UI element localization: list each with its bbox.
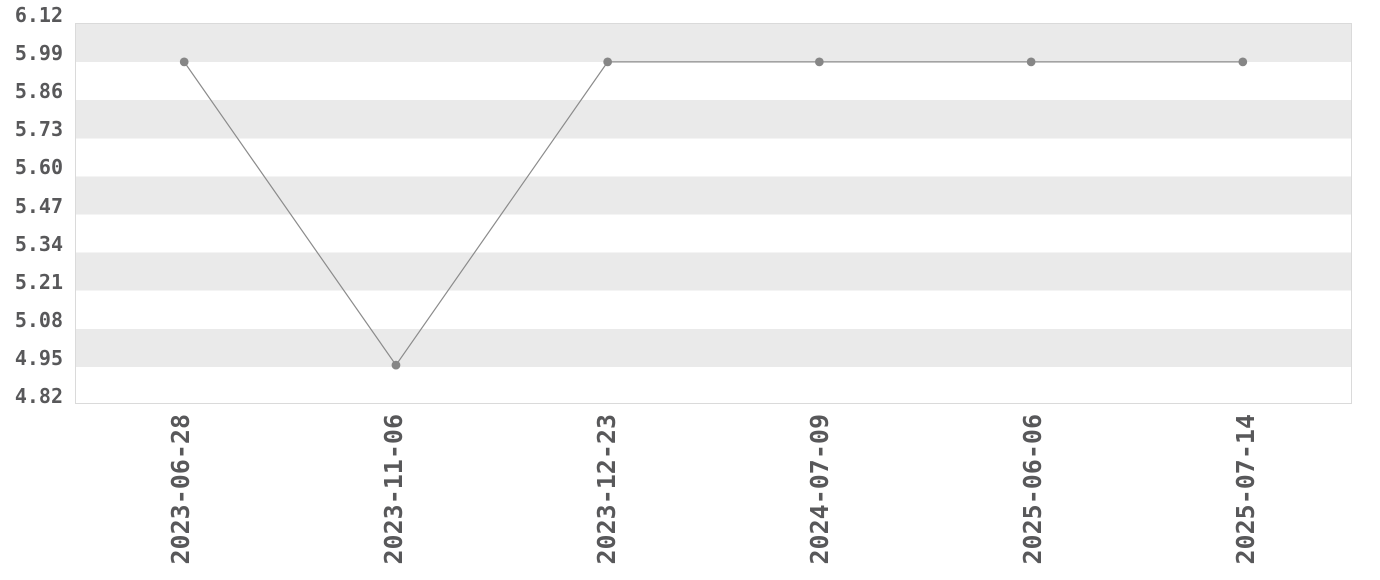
data-point-marker xyxy=(603,57,613,67)
x-tick-label: 2025-07-14 xyxy=(1230,414,1260,565)
data-point-marker xyxy=(179,57,189,67)
x-tick-label: 2023-06-28 xyxy=(166,414,196,565)
y-tick-label: 5.21 xyxy=(14,269,63,294)
y-tick-label: 4.82 xyxy=(14,384,63,408)
y-tick-label: 6.12 xyxy=(14,3,63,27)
plot-area xyxy=(75,23,1352,404)
x-tick-label: 2024-07-09 xyxy=(804,414,834,565)
series-line xyxy=(183,61,1243,367)
y-tick-label: 4.95 xyxy=(14,345,63,370)
y-tick-label: 5.34 xyxy=(14,231,63,256)
x-tick-label: 2025-06-06 xyxy=(1017,414,1047,565)
y-tick-label: 5.08 xyxy=(14,307,63,332)
data-point-marker xyxy=(1238,57,1248,67)
series-plot xyxy=(179,57,1248,370)
y-tick-label: 5.73 xyxy=(14,117,63,142)
x-tick-label: 2023-12-23 xyxy=(592,414,622,565)
data-point-marker xyxy=(391,360,401,370)
y-tick-label: 5.99 xyxy=(14,41,63,66)
data-point-marker xyxy=(1026,57,1036,67)
data-point-marker xyxy=(814,57,824,67)
y-tick-label: 5.86 xyxy=(14,79,63,104)
y-tick-label: 5.60 xyxy=(14,155,63,180)
x-tick-label: 2023-11-06 xyxy=(379,414,409,565)
y-tick-label: 5.47 xyxy=(14,193,63,218)
